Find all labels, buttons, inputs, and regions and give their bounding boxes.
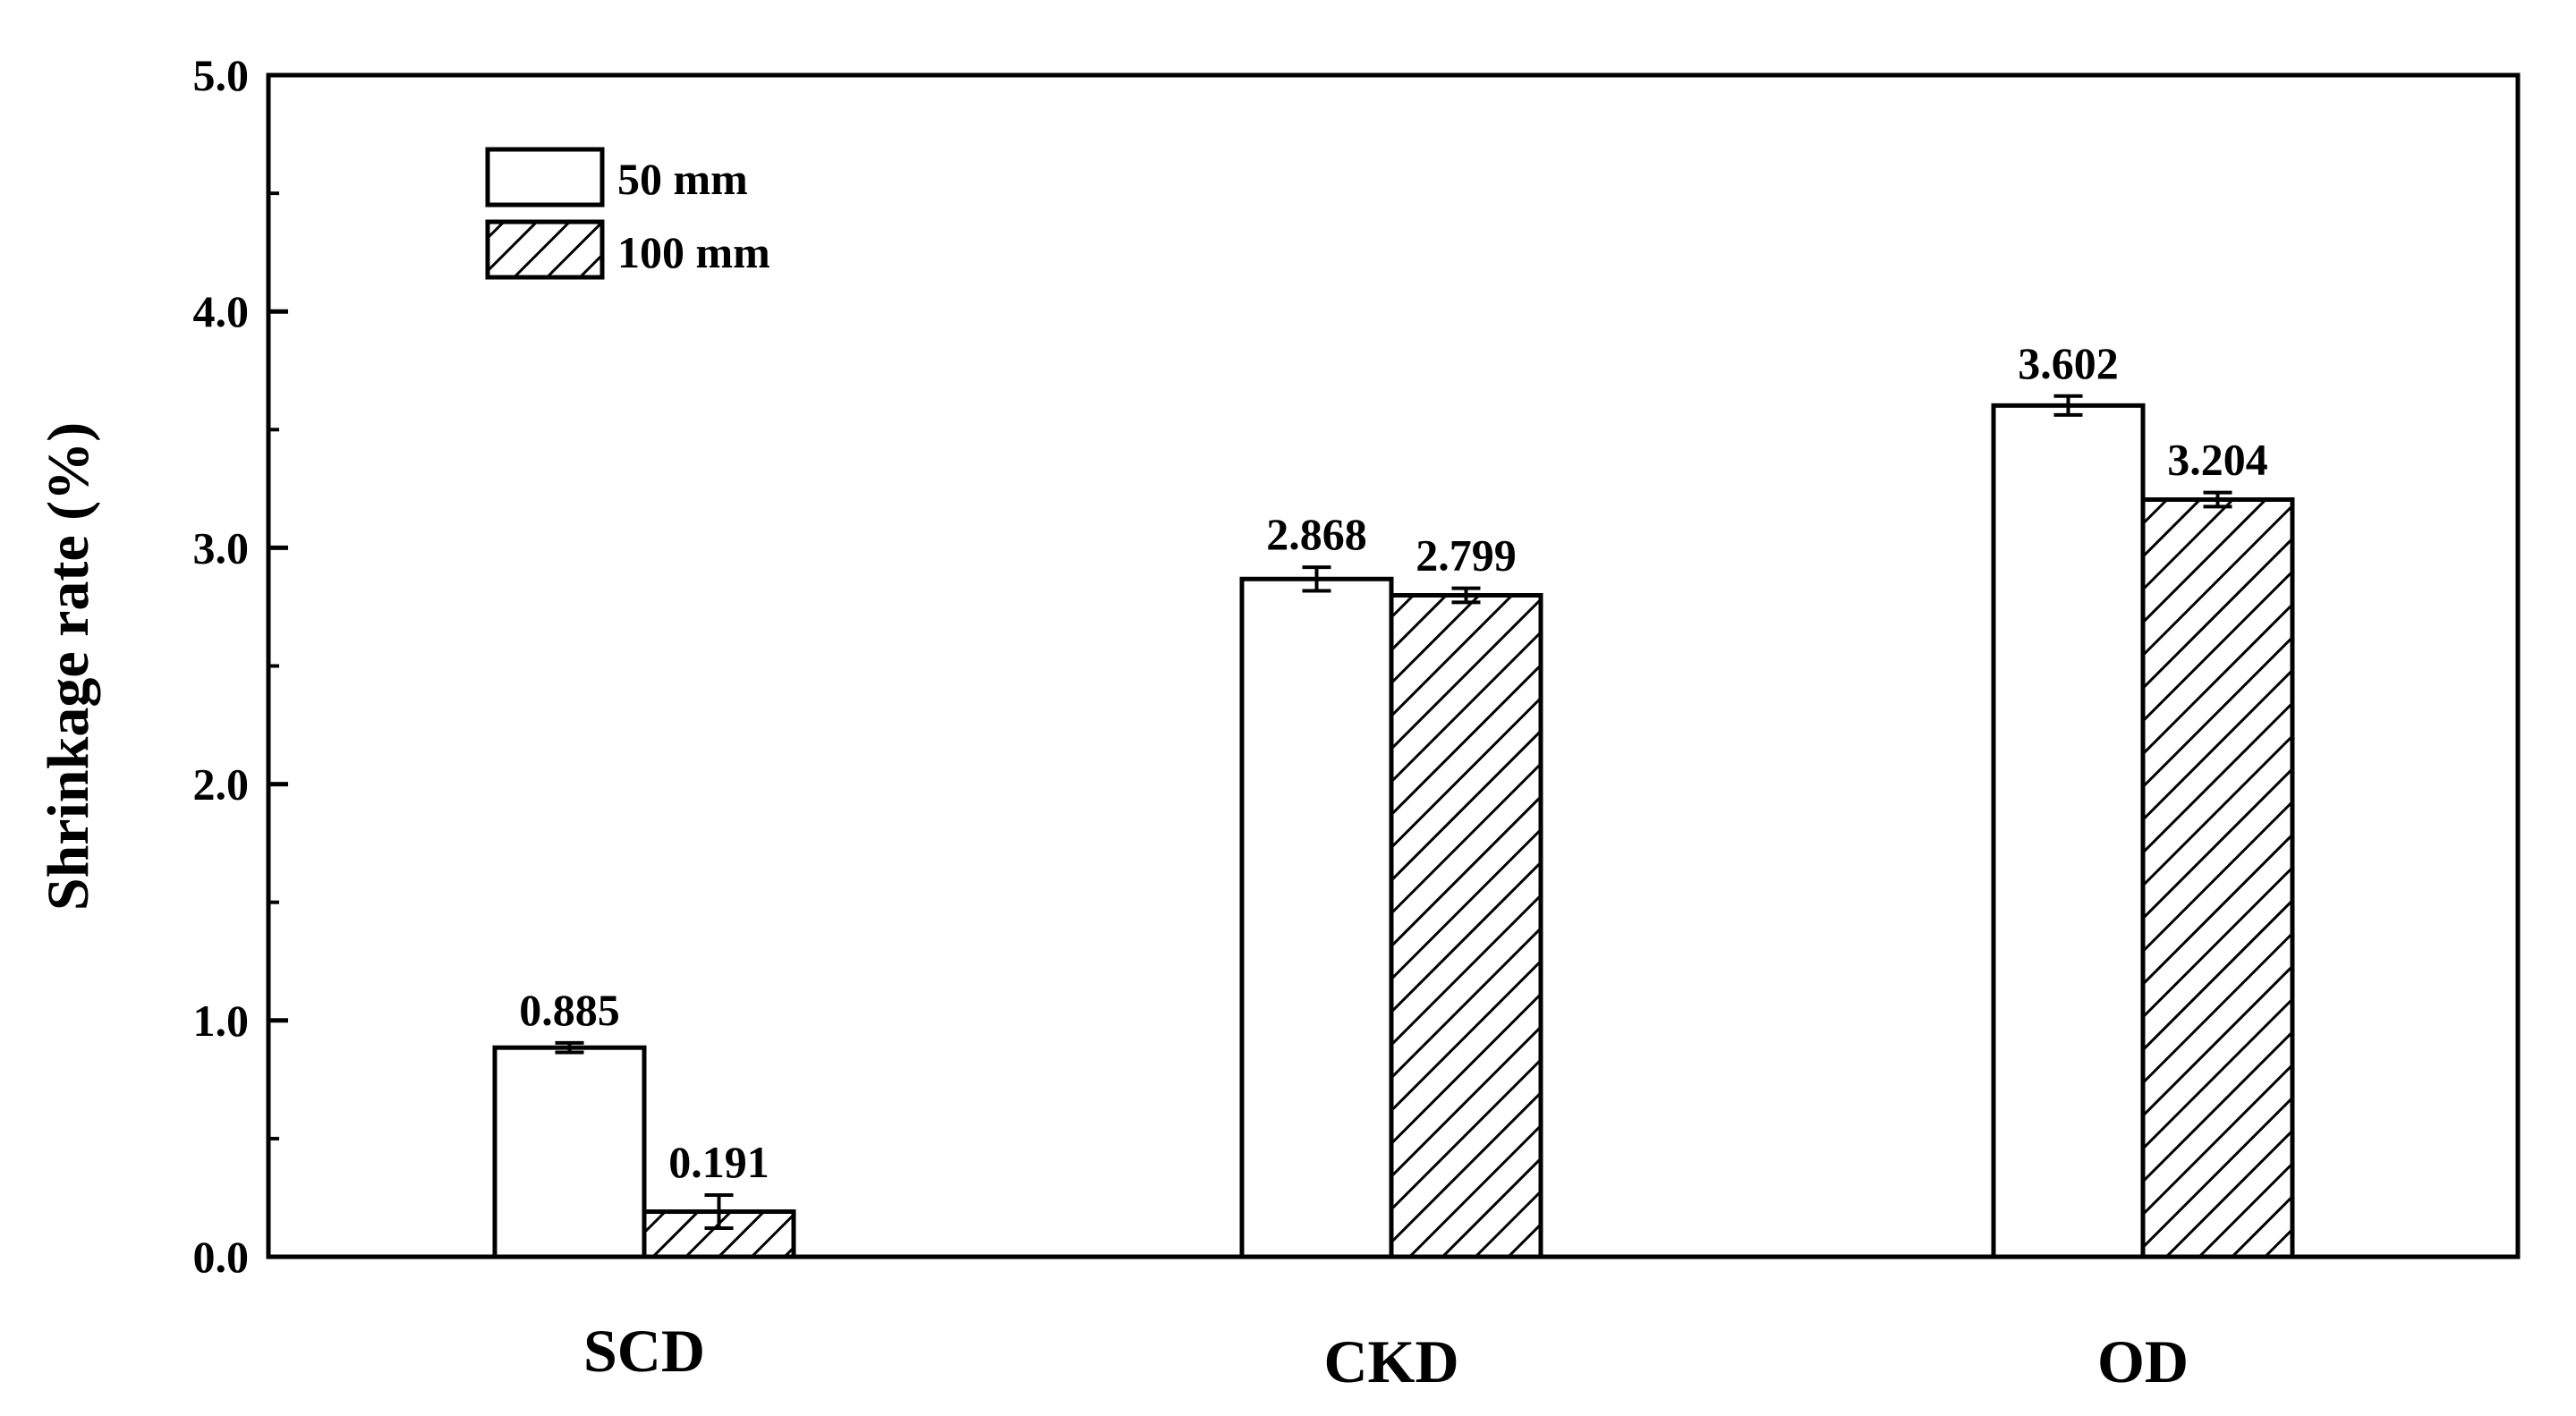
x-category-label: CKD <box>1323 1327 1458 1395</box>
y-axis-title: Shrinkage rate (%) <box>36 422 101 911</box>
plot-frame <box>266 72 2521 1259</box>
legend-label-50mm: 50 mm <box>617 154 748 204</box>
y-tick-label: 3.0 <box>193 522 250 572</box>
bar <box>2140 497 2295 1259</box>
y-tick-label: 0.0 <box>193 1232 250 1282</box>
data-label: 3.602 <box>2018 338 2119 388</box>
y-tick-label: 1.0 <box>193 996 250 1046</box>
y-tick-label: 4.0 <box>193 286 250 336</box>
y-tick-label: 2.0 <box>193 759 250 810</box>
bar <box>1991 403 2146 1259</box>
bar <box>1389 593 1543 1259</box>
data-label: 2.868 <box>1266 509 1367 559</box>
data-label: 0.885 <box>519 985 620 1035</box>
data-label: 2.799 <box>1416 530 1517 581</box>
legend-label-100mm: 100 mm <box>617 227 770 277</box>
x-category-label: OD <box>2097 1327 2189 1395</box>
legend-swatch-50mm <box>485 147 605 208</box>
data-label: 0.191 <box>668 1137 769 1187</box>
legend-swatch-100mm <box>485 219 605 280</box>
x-category-label: SCD <box>583 1317 705 1385</box>
data-label: 3.204 <box>2167 435 2268 485</box>
legend: 50 mm 100 mm <box>485 147 770 280</box>
bar <box>492 1045 647 1259</box>
bar <box>1239 576 1394 1259</box>
y-tick-label: 5.0 <box>193 50 250 100</box>
